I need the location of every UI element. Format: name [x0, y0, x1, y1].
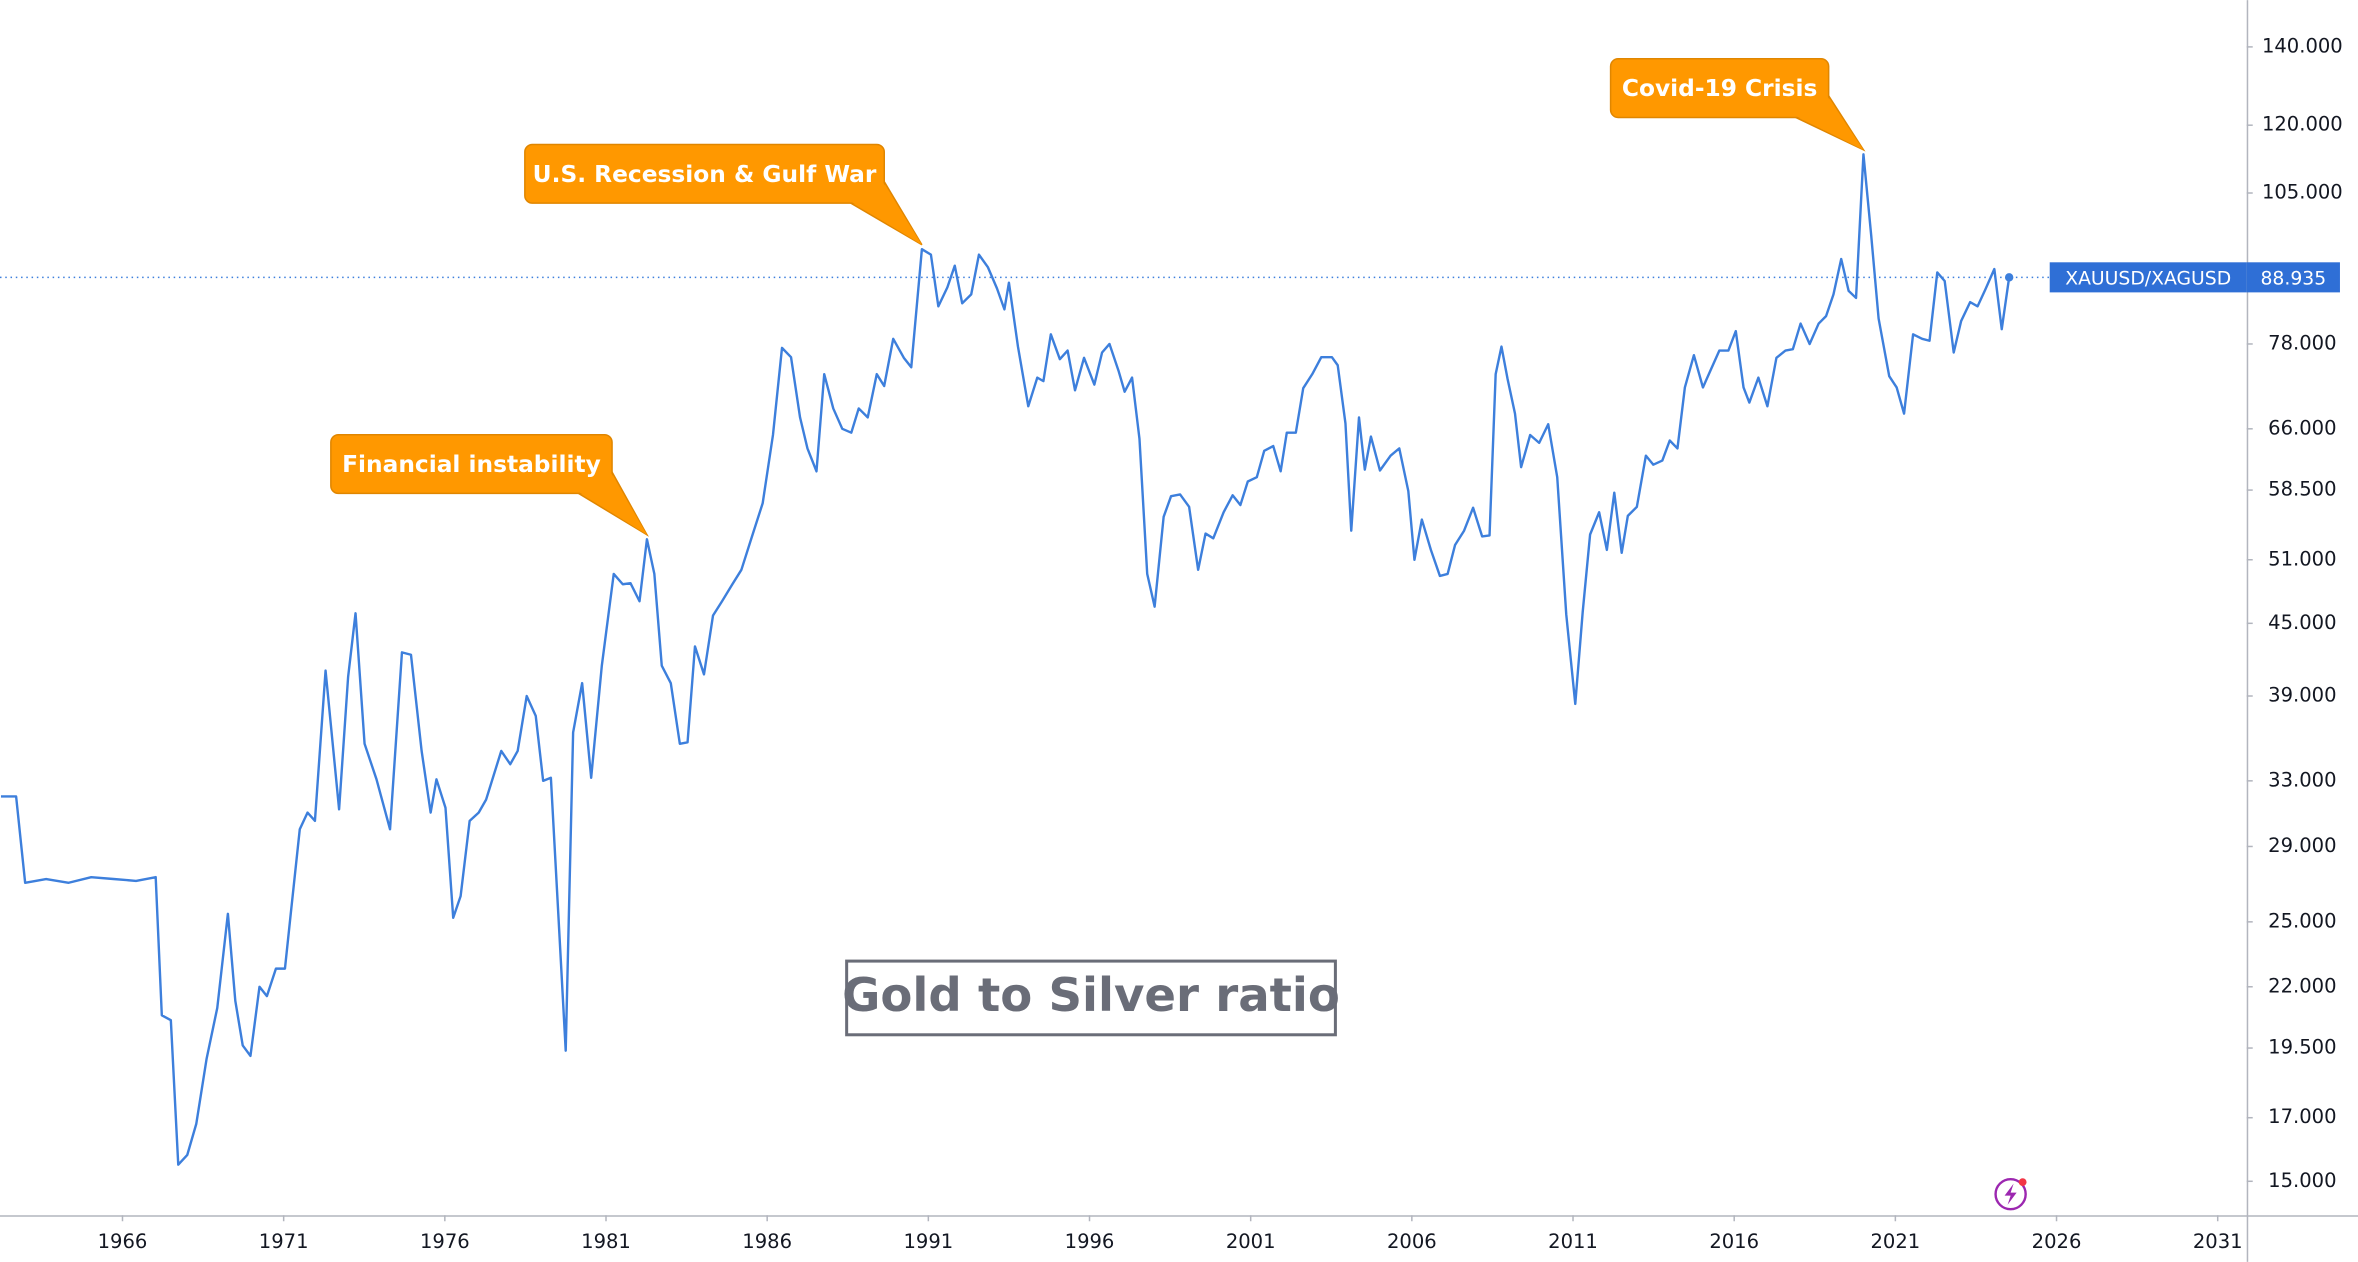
callout-joint	[849, 180, 922, 245]
x-tick-label: 2031	[2193, 1230, 2243, 1253]
callout-joint	[1794, 94, 1864, 150]
y-tick-label: 22.000	[2268, 974, 2336, 997]
y-tick-label: 120.000	[2262, 113, 2343, 136]
logo-icon	[1994, 1177, 2027, 1211]
callout: Covid-19 Crisis	[1609, 58, 1866, 152]
callout: U.S. Recession & Gulf War	[524, 143, 923, 246]
y-tick-label: 78.000	[2268, 331, 2336, 354]
callout-joint	[577, 470, 647, 535]
callout-text: Covid-19 Crisis	[1622, 75, 1817, 102]
symbol-tag-text: XAUUSD/XAGUSD	[2065, 268, 2231, 289]
price-tag-text: 88.935	[2260, 268, 2326, 289]
price-tag	[2246, 262, 2340, 293]
x-tick-label: 2001	[1226, 1230, 1276, 1253]
x-tick-label: 1986	[742, 1230, 792, 1253]
y-tick-label: 105.000	[2262, 181, 2343, 204]
y-tick-label: 17.000	[2268, 1105, 2336, 1128]
y-tick-label: 29.000	[2268, 834, 2336, 857]
y-tick-label: 39.000	[2268, 684, 2336, 707]
symbol-tag	[2049, 262, 2247, 293]
y-tick-label: 140.000	[2262, 34, 2343, 57]
icon-bolt	[2004, 1183, 2017, 1205]
x-tick-label: 2016	[1709, 1230, 1759, 1253]
callout-box	[330, 433, 613, 495]
x-tick-label: 1966	[98, 1230, 148, 1253]
series-line	[0, 153, 2011, 1166]
y-tick-label: 66.000	[2268, 416, 2336, 439]
callout-box	[524, 143, 886, 204]
y-tick-label: 19.500	[2268, 1036, 2336, 1059]
icon-ring	[1994, 1177, 2027, 1211]
last-point	[2004, 273, 2014, 282]
y-tick-label: 25.000	[2268, 909, 2336, 932]
callout: Financial instability	[330, 433, 649, 537]
x-tick-label: 1971	[259, 1230, 309, 1253]
x-tick-label: 1991	[903, 1230, 953, 1253]
title-box	[845, 959, 1337, 1037]
x-tick-label: 2026	[2032, 1230, 2082, 1253]
callout-text: Financial instability	[342, 451, 601, 478]
callout-text: U.S. Recession & Gulf War	[533, 161, 877, 188]
icon-dot	[2018, 1178, 2027, 1187]
chart-title: Gold to Silver ratio	[842, 968, 1340, 1022]
x-tick-label: 1996	[1065, 1230, 1115, 1253]
x-tick-label: 1981	[581, 1230, 631, 1253]
y-tick-label: 45.000	[2268, 611, 2336, 634]
x-tick-label: 2006	[1387, 1230, 1437, 1253]
y-tick-label: 51.000	[2268, 547, 2336, 570]
x-tick-label: 1976	[420, 1230, 470, 1253]
callout-box	[1609, 58, 1830, 119]
x-tick-label: 2011	[1548, 1230, 1598, 1253]
y-tick-label: 15.000	[2268, 1169, 2336, 1192]
x-tick-label: 2021	[1871, 1230, 1921, 1253]
y-tick-label: 33.000	[2268, 768, 2336, 791]
y-tick-label: 58.500	[2268, 478, 2336, 501]
